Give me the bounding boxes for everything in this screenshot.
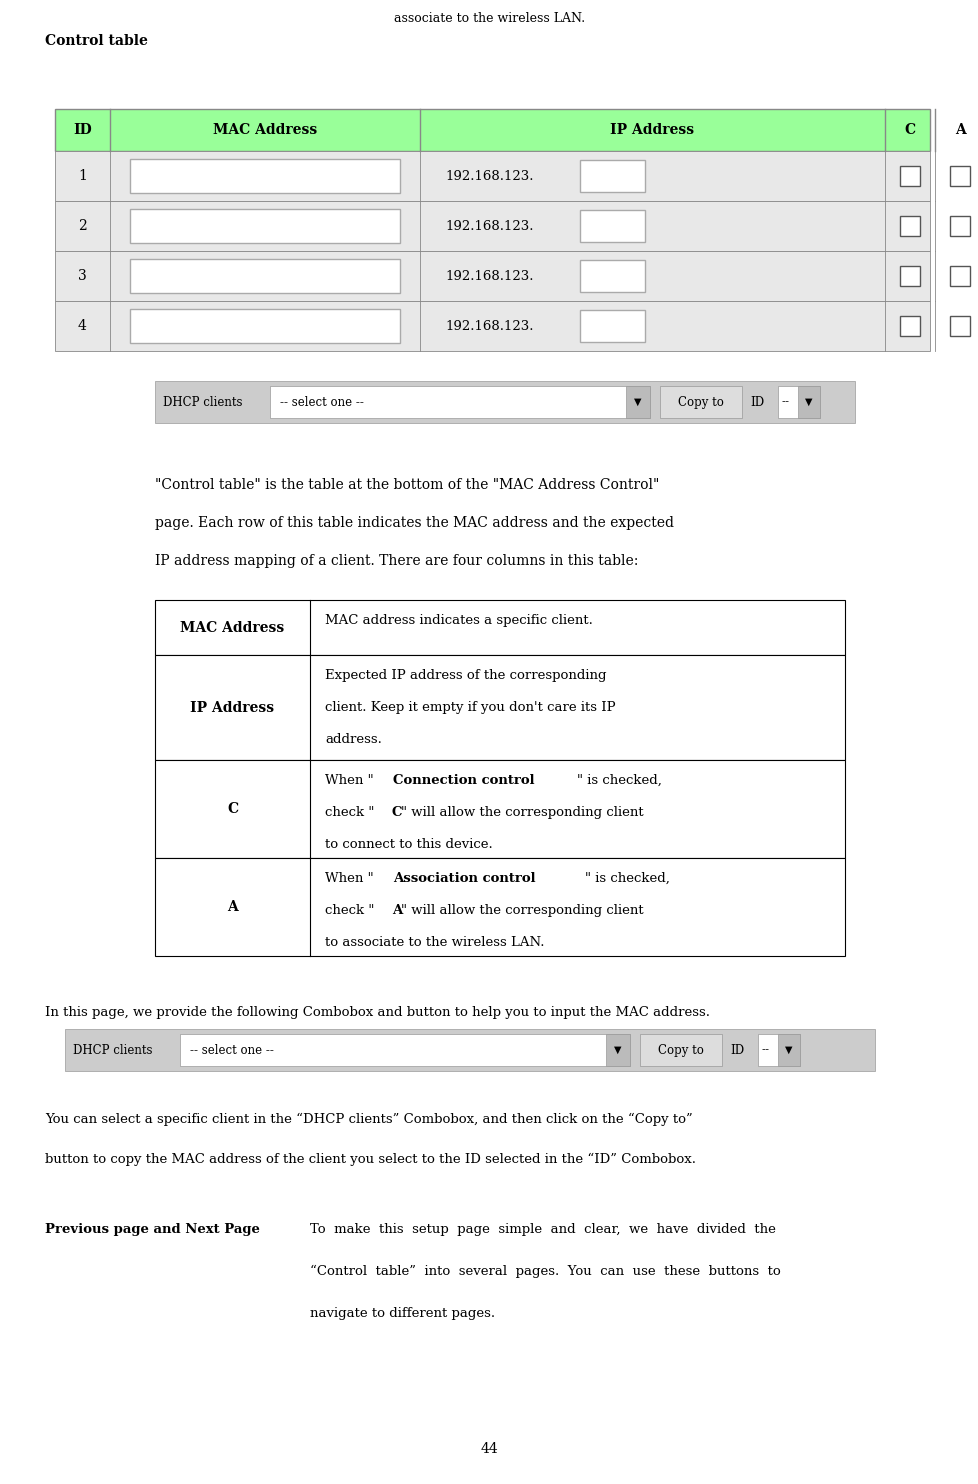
- Bar: [899, 266, 919, 286]
- Bar: [155, 381, 854, 423]
- Text: ▼: ▼: [613, 1046, 621, 1055]
- Text: IP Address: IP Address: [610, 123, 693, 137]
- Text: ▼: ▼: [805, 398, 812, 407]
- Text: A: A: [954, 123, 964, 137]
- Bar: [155, 858, 844, 956]
- Text: MAC Address: MAC Address: [212, 123, 317, 137]
- Text: --: --: [761, 1043, 770, 1057]
- Bar: [899, 217, 919, 236]
- Text: MAC address indicates a specific client.: MAC address indicates a specific client.: [325, 614, 593, 628]
- Bar: [949, 266, 969, 286]
- Text: ID: ID: [73, 123, 92, 137]
- Text: 44: 44: [480, 1442, 498, 1456]
- Text: Connection control: Connection control: [392, 775, 534, 787]
- Bar: [757, 1034, 799, 1066]
- Text: "Control table" is the table at the bottom of the "MAC Address Control": "Control table" is the table at the bott…: [155, 478, 659, 493]
- Text: You can select a specific client in the “DHCP clients” Combobox, and then click : You can select a specific client in the …: [45, 1113, 692, 1126]
- Text: " is checked,: " is checked,: [585, 873, 669, 884]
- Text: Previous page and Next Page: Previous page and Next Page: [45, 1223, 259, 1236]
- Text: Association control: Association control: [392, 873, 535, 884]
- Text: In this page, we provide the following Combobox and button to help you to input : In this page, we provide the following C…: [45, 1006, 709, 1020]
- Text: page. Each row of this table indicates the MAC address and the expected: page. Each row of this table indicates t…: [155, 516, 673, 530]
- Text: ID: ID: [749, 396, 764, 408]
- Text: A: A: [227, 899, 238, 914]
- Text: 192.168.123.: 192.168.123.: [445, 319, 533, 332]
- Text: button to copy the MAC address of the client you select to the ID selected in th: button to copy the MAC address of the cl…: [45, 1153, 695, 1166]
- Bar: [605, 1034, 630, 1066]
- Bar: [130, 159, 400, 193]
- Bar: [180, 1034, 630, 1066]
- Text: C: C: [391, 806, 402, 819]
- Text: DHCP clients: DHCP clients: [73, 1043, 153, 1057]
- Bar: [797, 386, 820, 418]
- Text: To  make  this  setup  page  simple  and  clear,  we  have  divided  the: To make this setup page simple and clear…: [310, 1223, 776, 1236]
- Text: IP Address: IP Address: [191, 700, 274, 714]
- Bar: [155, 654, 844, 760]
- Bar: [130, 209, 400, 243]
- Bar: [899, 166, 919, 186]
- Text: navigate to different pages.: navigate to different pages.: [310, 1307, 495, 1319]
- Text: " is checked,: " is checked,: [576, 775, 661, 787]
- Bar: [155, 760, 844, 858]
- Bar: [155, 600, 844, 654]
- Text: --: --: [781, 396, 789, 408]
- Bar: [949, 166, 969, 186]
- Text: -- select one --: -- select one --: [190, 1043, 274, 1057]
- Bar: [949, 316, 969, 335]
- Bar: [55, 200, 929, 251]
- Text: associate to the wireless LAN.: associate to the wireless LAN.: [393, 12, 585, 25]
- Text: Copy to: Copy to: [678, 396, 723, 408]
- Text: ▼: ▼: [634, 398, 642, 407]
- Text: check ": check ": [325, 806, 374, 819]
- Bar: [899, 316, 919, 335]
- Text: A: A: [391, 904, 402, 917]
- Bar: [778, 1034, 799, 1066]
- Bar: [625, 386, 649, 418]
- Text: 192.168.123.: 192.168.123.: [445, 270, 533, 282]
- Text: 2: 2: [78, 220, 87, 233]
- Bar: [579, 310, 645, 341]
- Bar: [55, 251, 929, 301]
- Text: C: C: [904, 123, 914, 137]
- Text: DHCP clients: DHCP clients: [162, 396, 243, 408]
- Text: -- select one --: -- select one --: [280, 396, 364, 408]
- Text: Copy to: Copy to: [657, 1043, 703, 1057]
- Text: Expected IP address of the corresponding: Expected IP address of the corresponding: [325, 669, 606, 683]
- Text: client. Keep it empty if you don't care its IP: client. Keep it empty if you don't care …: [325, 700, 615, 714]
- Text: " will allow the corresponding client: " will allow the corresponding client: [401, 904, 643, 917]
- Bar: [778, 386, 820, 418]
- Text: to connect to this device.: to connect to this device.: [325, 838, 492, 850]
- Bar: [659, 386, 741, 418]
- Text: When ": When ": [325, 775, 374, 787]
- Text: " will allow the corresponding client: " will allow the corresponding client: [401, 806, 643, 819]
- Text: 192.168.123.: 192.168.123.: [445, 169, 533, 183]
- Bar: [949, 217, 969, 236]
- Bar: [640, 1034, 721, 1066]
- Text: MAC Address: MAC Address: [180, 620, 285, 635]
- Bar: [579, 160, 645, 191]
- Text: ID: ID: [730, 1043, 743, 1057]
- Text: ▼: ▼: [784, 1046, 792, 1055]
- Text: to associate to the wireless LAN.: to associate to the wireless LAN.: [325, 936, 544, 948]
- Text: Control table: Control table: [45, 34, 148, 47]
- Text: When ": When ": [325, 873, 374, 884]
- Text: 1: 1: [78, 169, 87, 183]
- Bar: [55, 301, 929, 352]
- Bar: [130, 260, 400, 292]
- Text: “Control  table”  into  several  pages.  You  can  use  these  buttons  to: “Control table” into several pages. You …: [310, 1264, 779, 1278]
- Text: address.: address.: [325, 733, 381, 746]
- Bar: [579, 211, 645, 242]
- Text: check ": check ": [325, 904, 374, 917]
- Bar: [130, 309, 400, 343]
- Bar: [55, 151, 929, 200]
- Text: C: C: [227, 801, 238, 816]
- Text: 3: 3: [78, 269, 87, 283]
- Text: IP address mapping of a client. There are four columns in this table:: IP address mapping of a client. There ar…: [155, 554, 638, 568]
- Bar: [65, 1028, 874, 1071]
- Bar: [270, 386, 649, 418]
- Text: 192.168.123.: 192.168.123.: [445, 220, 533, 233]
- Bar: [55, 108, 929, 151]
- Text: 4: 4: [78, 319, 87, 332]
- Bar: [579, 260, 645, 292]
